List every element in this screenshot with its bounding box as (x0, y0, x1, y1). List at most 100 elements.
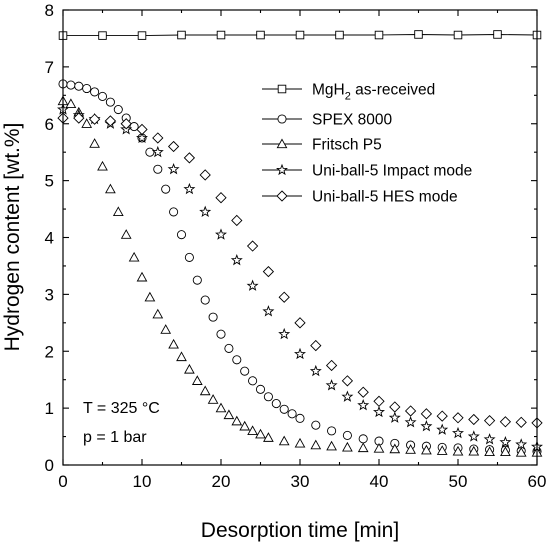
x-tick-label: 40 (370, 472, 389, 491)
data-point (240, 366, 250, 376)
series-2 (57, 95, 543, 457)
data-point (168, 338, 179, 349)
data-point (515, 438, 528, 450)
data-point (207, 394, 219, 404)
data-point (136, 123, 148, 136)
data-point (176, 230, 187, 240)
data-point (405, 444, 416, 454)
data-point (247, 425, 258, 436)
data-point (145, 147, 155, 157)
legend-label: Fritsch P5 (312, 137, 382, 154)
data-point (152, 132, 164, 144)
data-point (231, 214, 243, 227)
data-point (223, 409, 235, 420)
data-point (468, 445, 480, 456)
data-point (263, 432, 274, 442)
legend-marker (276, 190, 288, 202)
data-point (515, 446, 527, 457)
data-point (420, 408, 433, 420)
data-point (341, 375, 354, 387)
data-point (436, 445, 448, 455)
data-point (65, 98, 77, 108)
data-point (294, 347, 306, 360)
data-point (151, 145, 164, 158)
legend-marker (277, 84, 287, 94)
data-point (325, 379, 338, 391)
data-point (152, 308, 164, 319)
data-point (97, 160, 108, 171)
data-point (144, 291, 156, 302)
y-tick-label: 0 (45, 456, 54, 475)
data-point (325, 359, 338, 372)
data-point (231, 415, 243, 426)
data-point (105, 97, 115, 107)
data-point (389, 401, 401, 413)
pressure-annotation: p = 1 bar (83, 429, 147, 446)
data-point (215, 192, 227, 204)
y-tick-label: 7 (45, 58, 54, 77)
data-point (215, 402, 227, 413)
data-point (199, 169, 211, 181)
data-point (199, 205, 212, 217)
data-point (436, 423, 449, 435)
data-point (224, 343, 234, 353)
data-point (167, 140, 180, 153)
legend-marker (277, 114, 287, 124)
data-point (136, 271, 148, 282)
legend-marker (276, 138, 288, 149)
data-point (74, 81, 84, 91)
data-point (120, 118, 132, 130)
data-point (216, 329, 226, 339)
data-point (389, 443, 401, 454)
data-point (452, 426, 464, 439)
data-point (97, 91, 108, 101)
legend-entry: Fritsch P5 (262, 137, 382, 154)
data-point (136, 131, 148, 144)
data-point (105, 183, 116, 194)
axis-tick-labels: 0 10 20 30 40 50 60 0 1 2 3 4 5 6 7 8 (45, 1, 547, 491)
data-point (113, 104, 123, 115)
data-point (184, 363, 195, 374)
legend-label: SPEX 8000 (312, 112, 393, 129)
data-point (278, 291, 290, 303)
data-point (271, 399, 281, 409)
data-point (327, 426, 337, 436)
data-point (183, 152, 196, 164)
data-point (161, 184, 171, 194)
y-axis-label: Hydrogen content [wt.%] (1, 123, 24, 352)
legend-label: Uni-ball-5 Impact mode (312, 163, 472, 180)
data-point (515, 416, 527, 428)
x-axis-label: Desorption time [min] (201, 519, 399, 542)
legend-entry: Uni-ball-5 HES mode (262, 189, 458, 206)
y-tick-label: 2 (45, 342, 54, 361)
y-tick-label: 4 (45, 229, 54, 248)
data-point (177, 30, 186, 40)
data-point (468, 413, 480, 426)
data-point (295, 413, 305, 423)
data-point (246, 279, 259, 291)
data-point (404, 405, 417, 417)
data-point (310, 439, 322, 450)
y-tick-label: 6 (45, 115, 54, 134)
data-point (374, 30, 384, 40)
data-point (153, 164, 163, 174)
data-point (137, 31, 147, 40)
data-point (287, 409, 297, 419)
data-point (357, 442, 369, 453)
plot-frame (62, 9, 538, 466)
legend-entry: MgH2 as-received (262, 82, 435, 103)
data-point (88, 113, 101, 125)
data-point (357, 398, 370, 411)
data-point (493, 30, 502, 39)
data-point (192, 275, 202, 285)
data-point (436, 410, 448, 422)
data-point (200, 295, 210, 305)
data-point (294, 437, 306, 448)
data-point (104, 115, 117, 127)
data-point (278, 435, 290, 446)
data-point (373, 405, 385, 418)
data-point (232, 355, 242, 365)
legend-entry: Uni-ball-5 Impact mode (262, 163, 472, 180)
x-tick-label: 30 (291, 472, 310, 491)
data-point (216, 30, 226, 40)
